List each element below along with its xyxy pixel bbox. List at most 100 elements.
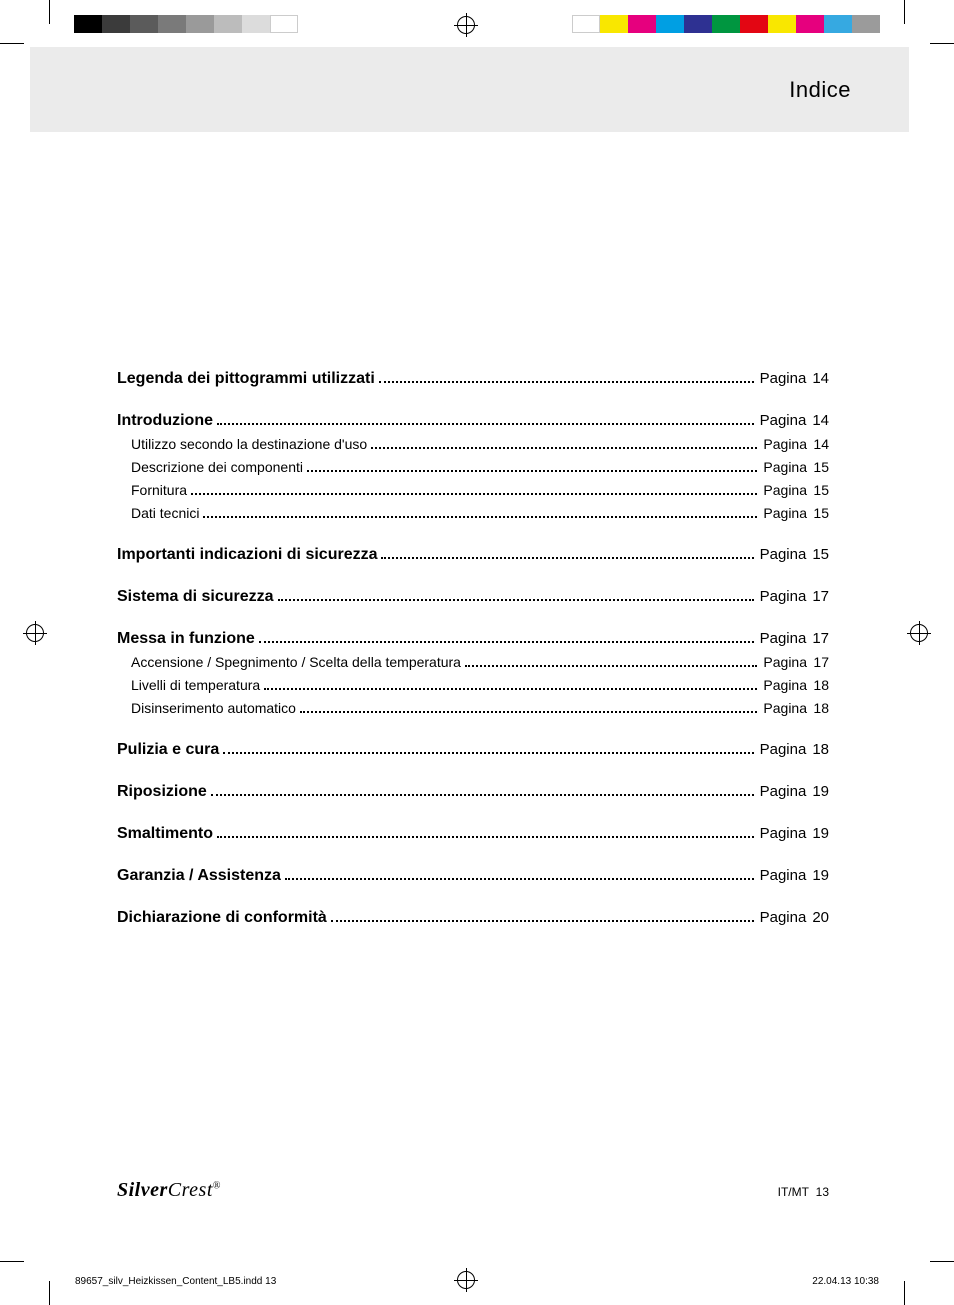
- toc-page-word: Pagina: [761, 674, 807, 697]
- toc-label: Introduzione: [117, 409, 213, 433]
- toc-label: Legenda dei pittogrammi utilizzati: [117, 367, 375, 391]
- color-swatch: [656, 15, 684, 33]
- toc-label: Dati tecnici: [131, 502, 199, 525]
- toc-sub-row: FornituraPagina15: [117, 479, 829, 502]
- toc-sub-row: Livelli di temperatura Pagina18: [117, 674, 829, 697]
- toc-leader-dots: [379, 381, 754, 383]
- toc-page-word: Pagina: [758, 627, 807, 651]
- color-swatch: [852, 15, 880, 33]
- folio-lang: IT/MT: [778, 1185, 809, 1199]
- toc-label: Messa in funzione: [117, 627, 255, 651]
- toc-section-row: Importanti indicazioni di sicurezza Pagin…: [117, 543, 829, 567]
- toc-section-row: Messa in funzione Pagina17: [117, 627, 829, 651]
- toc-group: SmaltimentoPagina19: [117, 822, 829, 846]
- toc-leader-dots: [278, 599, 754, 601]
- toc-leader-dots: [465, 665, 757, 667]
- color-swatch: [158, 15, 186, 33]
- toc-leader-dots: [211, 794, 754, 796]
- toc-label: Garanzia / Assistenza: [117, 864, 281, 888]
- toc-page-number: 15: [807, 479, 829, 502]
- color-swatch: [572, 15, 600, 33]
- toc-leader-dots: [217, 423, 754, 425]
- toc-leader-dots: [217, 836, 754, 838]
- toc-group: Messa in funzionePagina17Accensione / Sp…: [117, 627, 829, 720]
- toc-section-row: IntroduzionePagina14: [117, 409, 829, 433]
- toc-section-row: Dichiarazione di conformitàPagina20: [117, 906, 829, 930]
- color-calibration-strip: [74, 15, 298, 33]
- color-swatch: [628, 15, 656, 33]
- toc-page-number: 14: [807, 433, 829, 456]
- table-of-contents: Legenda dei pittogrammi utilizzati Pagina…: [117, 367, 829, 948]
- folio: IT/MT 13: [778, 1185, 829, 1199]
- crop-mark: [904, 0, 905, 24]
- toc-label: Dichiarazione di conformità: [117, 906, 327, 930]
- toc-page-word: Pagina: [761, 697, 807, 720]
- toc-page-number: 20: [806, 906, 829, 930]
- registration-mark-icon: [26, 624, 44, 642]
- toc-leader-dots: [331, 920, 754, 922]
- toc-page-number: 18: [807, 674, 829, 697]
- toc-page-word: Pagina: [758, 367, 807, 391]
- registration-mark-icon: [910, 624, 928, 642]
- toc-label: Fornitura: [131, 479, 187, 502]
- toc-page-number: 18: [807, 697, 829, 720]
- toc-group: Importanti indicazioni di sicurezza Pagin…: [117, 543, 829, 567]
- toc-leader-dots: [259, 641, 754, 643]
- toc-leader-dots: [223, 752, 753, 754]
- color-swatch: [74, 15, 102, 33]
- color-swatch: [214, 15, 242, 33]
- registration-mark-icon: [457, 16, 475, 34]
- footer: SilverCrest® IT/MT 13: [117, 1179, 829, 1202]
- color-swatch: [186, 15, 214, 33]
- toc-sub-row: Accensione / Spegnimento / Scelta della …: [117, 651, 829, 674]
- toc-label: Importanti indicazioni di sicurezza: [117, 543, 377, 567]
- toc-page-number: 19: [806, 864, 829, 888]
- toc-page-number: 18: [806, 738, 829, 762]
- toc-leader-dots: [191, 493, 757, 495]
- color-swatch: [796, 15, 824, 33]
- toc-leader-dots: [285, 878, 754, 880]
- toc-page-number: 17: [806, 627, 829, 651]
- page: Indice Legenda dei pittogrammi utilizzat…: [57, 47, 897, 1257]
- toc-section-row: Garanzia / Assistenza Pagina19: [117, 864, 829, 888]
- toc-group: Legenda dei pittogrammi utilizzati Pagina…: [117, 367, 829, 391]
- crop-mark: [930, 1261, 954, 1262]
- color-swatch: [824, 15, 852, 33]
- toc-section-row: SmaltimentoPagina19: [117, 822, 829, 846]
- crop-mark: [49, 1281, 50, 1305]
- toc-page-number: 15: [807, 502, 829, 525]
- toc-group: Garanzia / Assistenza Pagina19: [117, 864, 829, 888]
- toc-page-word: Pagina: [758, 822, 807, 846]
- toc-group: RiposizionePagina19: [117, 780, 829, 804]
- toc-page-number: 14: [806, 367, 829, 391]
- toc-section-row: Sistema di sicurezzaPagina17: [117, 585, 829, 609]
- color-swatch: [270, 15, 298, 33]
- toc-page-number: 15: [807, 456, 829, 479]
- color-swatch: [740, 15, 768, 33]
- toc-label: Descrizione dei componenti: [131, 456, 303, 479]
- header-band: Indice: [30, 47, 909, 132]
- color-swatch: [684, 15, 712, 33]
- toc-page-number: 14: [806, 409, 829, 433]
- toc-leader-dots: [203, 516, 757, 518]
- toc-page-number: 17: [807, 651, 829, 674]
- toc-page-word: Pagina: [758, 543, 807, 567]
- toc-group: Dichiarazione di conformitàPagina20: [117, 906, 829, 930]
- color-swatch: [712, 15, 740, 33]
- toc-leader-dots: [381, 557, 753, 559]
- toc-label: Sistema di sicurezza: [117, 585, 274, 609]
- toc-page-number: 19: [806, 780, 829, 804]
- toc-leader-dots: [264, 688, 757, 690]
- folio-number: 13: [816, 1185, 829, 1199]
- brand-logo: SilverCrest®: [117, 1179, 221, 1202]
- color-calibration-strip: [572, 15, 880, 33]
- toc-label: Smaltimento: [117, 822, 213, 846]
- toc-page-word: Pagina: [758, 864, 807, 888]
- color-swatch: [768, 15, 796, 33]
- imposition-datetime: 22.04.13 10:38: [812, 1276, 879, 1287]
- toc-label: Disinserimento automatico: [131, 697, 296, 720]
- crop-mark: [930, 43, 954, 44]
- toc-label: Livelli di temperatura: [131, 674, 260, 697]
- color-swatch: [130, 15, 158, 33]
- toc-sub-row: Utilizzo secondo la destinazione d'usoPa…: [117, 433, 829, 456]
